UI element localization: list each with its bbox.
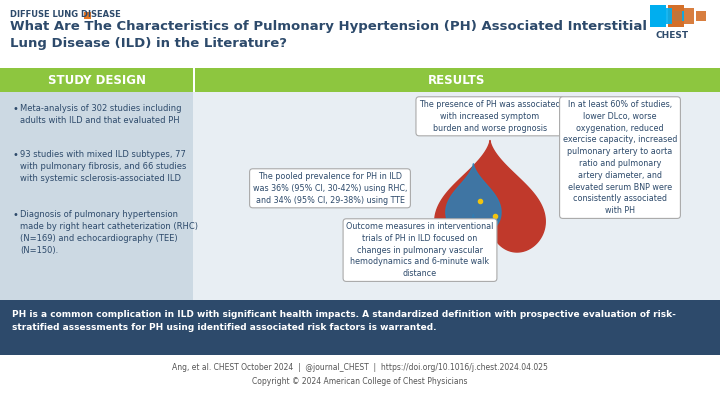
Text: The pooled prevalence for PH in ILD
was 36% (95% CI, 30-42%) using RHC,
and 34% : The pooled prevalence for PH in ILD was … [253, 172, 408, 205]
Text: The presence of PH was associated
with increased symptom
burden and worse progno: The presence of PH was associated with i… [419, 100, 561, 132]
Bar [84, 12, 91, 19]
Text: CHEST: CHEST [655, 31, 688, 40]
Text: •: • [12, 210, 18, 220]
Bar [0, 68, 720, 92]
Text: Meta-analysis of 302 studies including
adults with ILD and that evaluated PH: Meta-analysis of 302 studies including a… [20, 104, 181, 125]
Bar [193, 92, 720, 300]
Bar [650, 5, 660, 27]
Text: Lung Disease (ILD) in the Literature?: Lung Disease (ILD) in the Literature? [10, 37, 287, 50]
Bar [662, 8, 672, 24]
Text: PH is a common complication in ILD with significant health impacts. A standardiz: PH is a common complication in ILD with … [12, 310, 676, 332]
Bar [0, 300, 720, 355]
Text: •: • [12, 150, 18, 160]
Bar [193, 68, 194, 92]
Polygon shape [446, 164, 501, 231]
Bar [0, 355, 720, 399]
Text: In at least 60% of studies,
lower DLco, worse
oxygenation, reduced
exercise capa: In at least 60% of studies, lower DLco, … [563, 100, 678, 215]
Bar [696, 11, 706, 21]
Bar [672, 5, 682, 27]
Text: DIFFUSE LUNG DISEASE: DIFFUSE LUNG DISEASE [10, 10, 121, 19]
Text: 93 studies with mixed ILD subtypes, 77
with pulmonary fibrosis, and 66 studies
w: 93 studies with mixed ILD subtypes, 77 w… [20, 150, 186, 183]
Bar [668, 5, 684, 27]
Text: RESULTS: RESULTS [428, 73, 485, 87]
Text: STUDY DESIGN: STUDY DESIGN [48, 73, 145, 87]
Text: Ang, et al. CHEST October 2024  |  @journal_CHEST  |  https://doi.org/10.1016/j.: Ang, et al. CHEST October 2024 | @journa… [172, 363, 548, 372]
Text: •: • [12, 104, 18, 114]
Text: Outcome measures in interventional
trials of PH in ILD focused on
changes in pul: Outcome measures in interventional trial… [346, 222, 494, 278]
Text: Copyright © 2024 American College of Chest Physicians: Copyright © 2024 American College of Che… [252, 377, 468, 386]
Bar [674, 11, 684, 21]
Text: Diagnosis of pulmonary hypertension
made by right heart catheterization (RHC)
(N: Diagnosis of pulmonary hypertension made… [20, 210, 198, 255]
Bar [684, 8, 694, 24]
Bar [0, 92, 193, 300]
Bar [650, 5, 666, 27]
Bar [0, 0, 720, 68]
Text: What Are The Characteristics of Pulmonary Hypertension (PH) Associated Interstit: What Are The Characteristics of Pulmonar… [10, 20, 647, 33]
Polygon shape [435, 140, 545, 252]
